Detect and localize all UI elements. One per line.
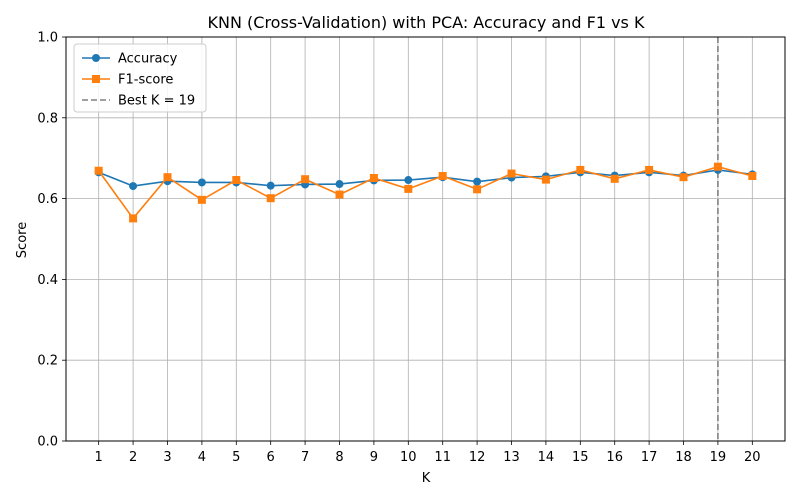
x-tick-label: 17 [641,450,658,465]
f1-point [335,190,344,199]
x-tick-label: 11 [434,450,451,465]
x-tick-label: 5 [232,450,240,465]
x-tick-label: 4 [198,450,206,465]
series-group [94,162,757,223]
f1-point [232,176,241,185]
y-tick-label: 0.6 [37,192,58,207]
f1-point [404,184,413,193]
y-tick-label: 0.0 [37,435,58,450]
chart-title: KNN (Cross-Validation) with PCA: Accurac… [208,13,645,32]
f1-point [610,174,619,183]
grid [66,36,785,442]
x-tick-label: 8 [335,450,343,465]
accuracy-point [197,178,206,187]
x-tick-label: 2 [129,450,137,465]
x-tick-label: 19 [710,450,727,465]
legend-marker [92,54,100,62]
f1-point [129,214,138,223]
series-line-0 [98,169,753,187]
f1-point [473,185,482,194]
legend-label: F1-score [118,73,173,88]
x-tick-label: 13 [503,450,520,465]
f1-point [645,165,654,174]
y-axis-label: Score [15,222,30,258]
legend-label: Accuracy [118,52,178,67]
x-axis: 1 2 3 4 5 6 7 8 9 10 11 12 13 14 15 16 17 18 19 20 [95,441,761,465]
x-tick-label: 20 [744,450,761,465]
x-tick-label: 10 [400,450,417,465]
x-axis-label: K [422,471,431,486]
f1-point [679,173,688,182]
accuracy-point [266,181,275,190]
f1-point [266,194,275,203]
x-tick-label: 7 [301,450,309,465]
plot-frame [65,36,786,442]
x-tick-label: 9 [370,450,378,465]
legend-box [73,43,207,113]
x-tick-label: 16 [606,450,623,465]
f1-point [369,173,378,182]
y-tick-label: 1.0 [37,31,58,46]
series-line-1 [98,165,753,220]
f1-point [301,175,310,184]
accuracy-point [404,176,413,185]
y-tick-label: 0.8 [37,111,58,126]
accuracy-point [335,180,344,189]
f1-point [438,171,447,180]
x-tick-label: 18 [675,450,692,465]
accuracy-point [129,182,138,191]
f1-point [576,165,585,174]
legend: Accuracy F1-score Best K = 19 [73,43,207,113]
f1-point [197,195,206,204]
legend-marker [92,75,100,83]
x-tick-label: 15 [572,450,589,465]
legend-label: Best K = 19 [118,94,195,109]
f1-point [94,166,103,175]
f1-point [163,173,172,182]
x-tick-label: 3 [163,450,171,465]
x-tick-label: 6 [267,450,275,465]
x-tick-label: 14 [538,450,555,465]
f1-point [507,169,516,178]
accuracy-point [473,177,482,186]
x-tick-label: 12 [469,450,486,465]
y-tick-label: 0.4 [37,273,58,288]
y-tick-label: 0.2 [37,354,58,369]
x-tick-label: 1 [95,450,103,465]
f1-point [748,171,757,180]
y-axis: 0.0 0.2 0.4 0.6 0.8 1.0 [37,31,66,450]
f1-point [541,175,550,184]
f1-point [713,162,722,171]
